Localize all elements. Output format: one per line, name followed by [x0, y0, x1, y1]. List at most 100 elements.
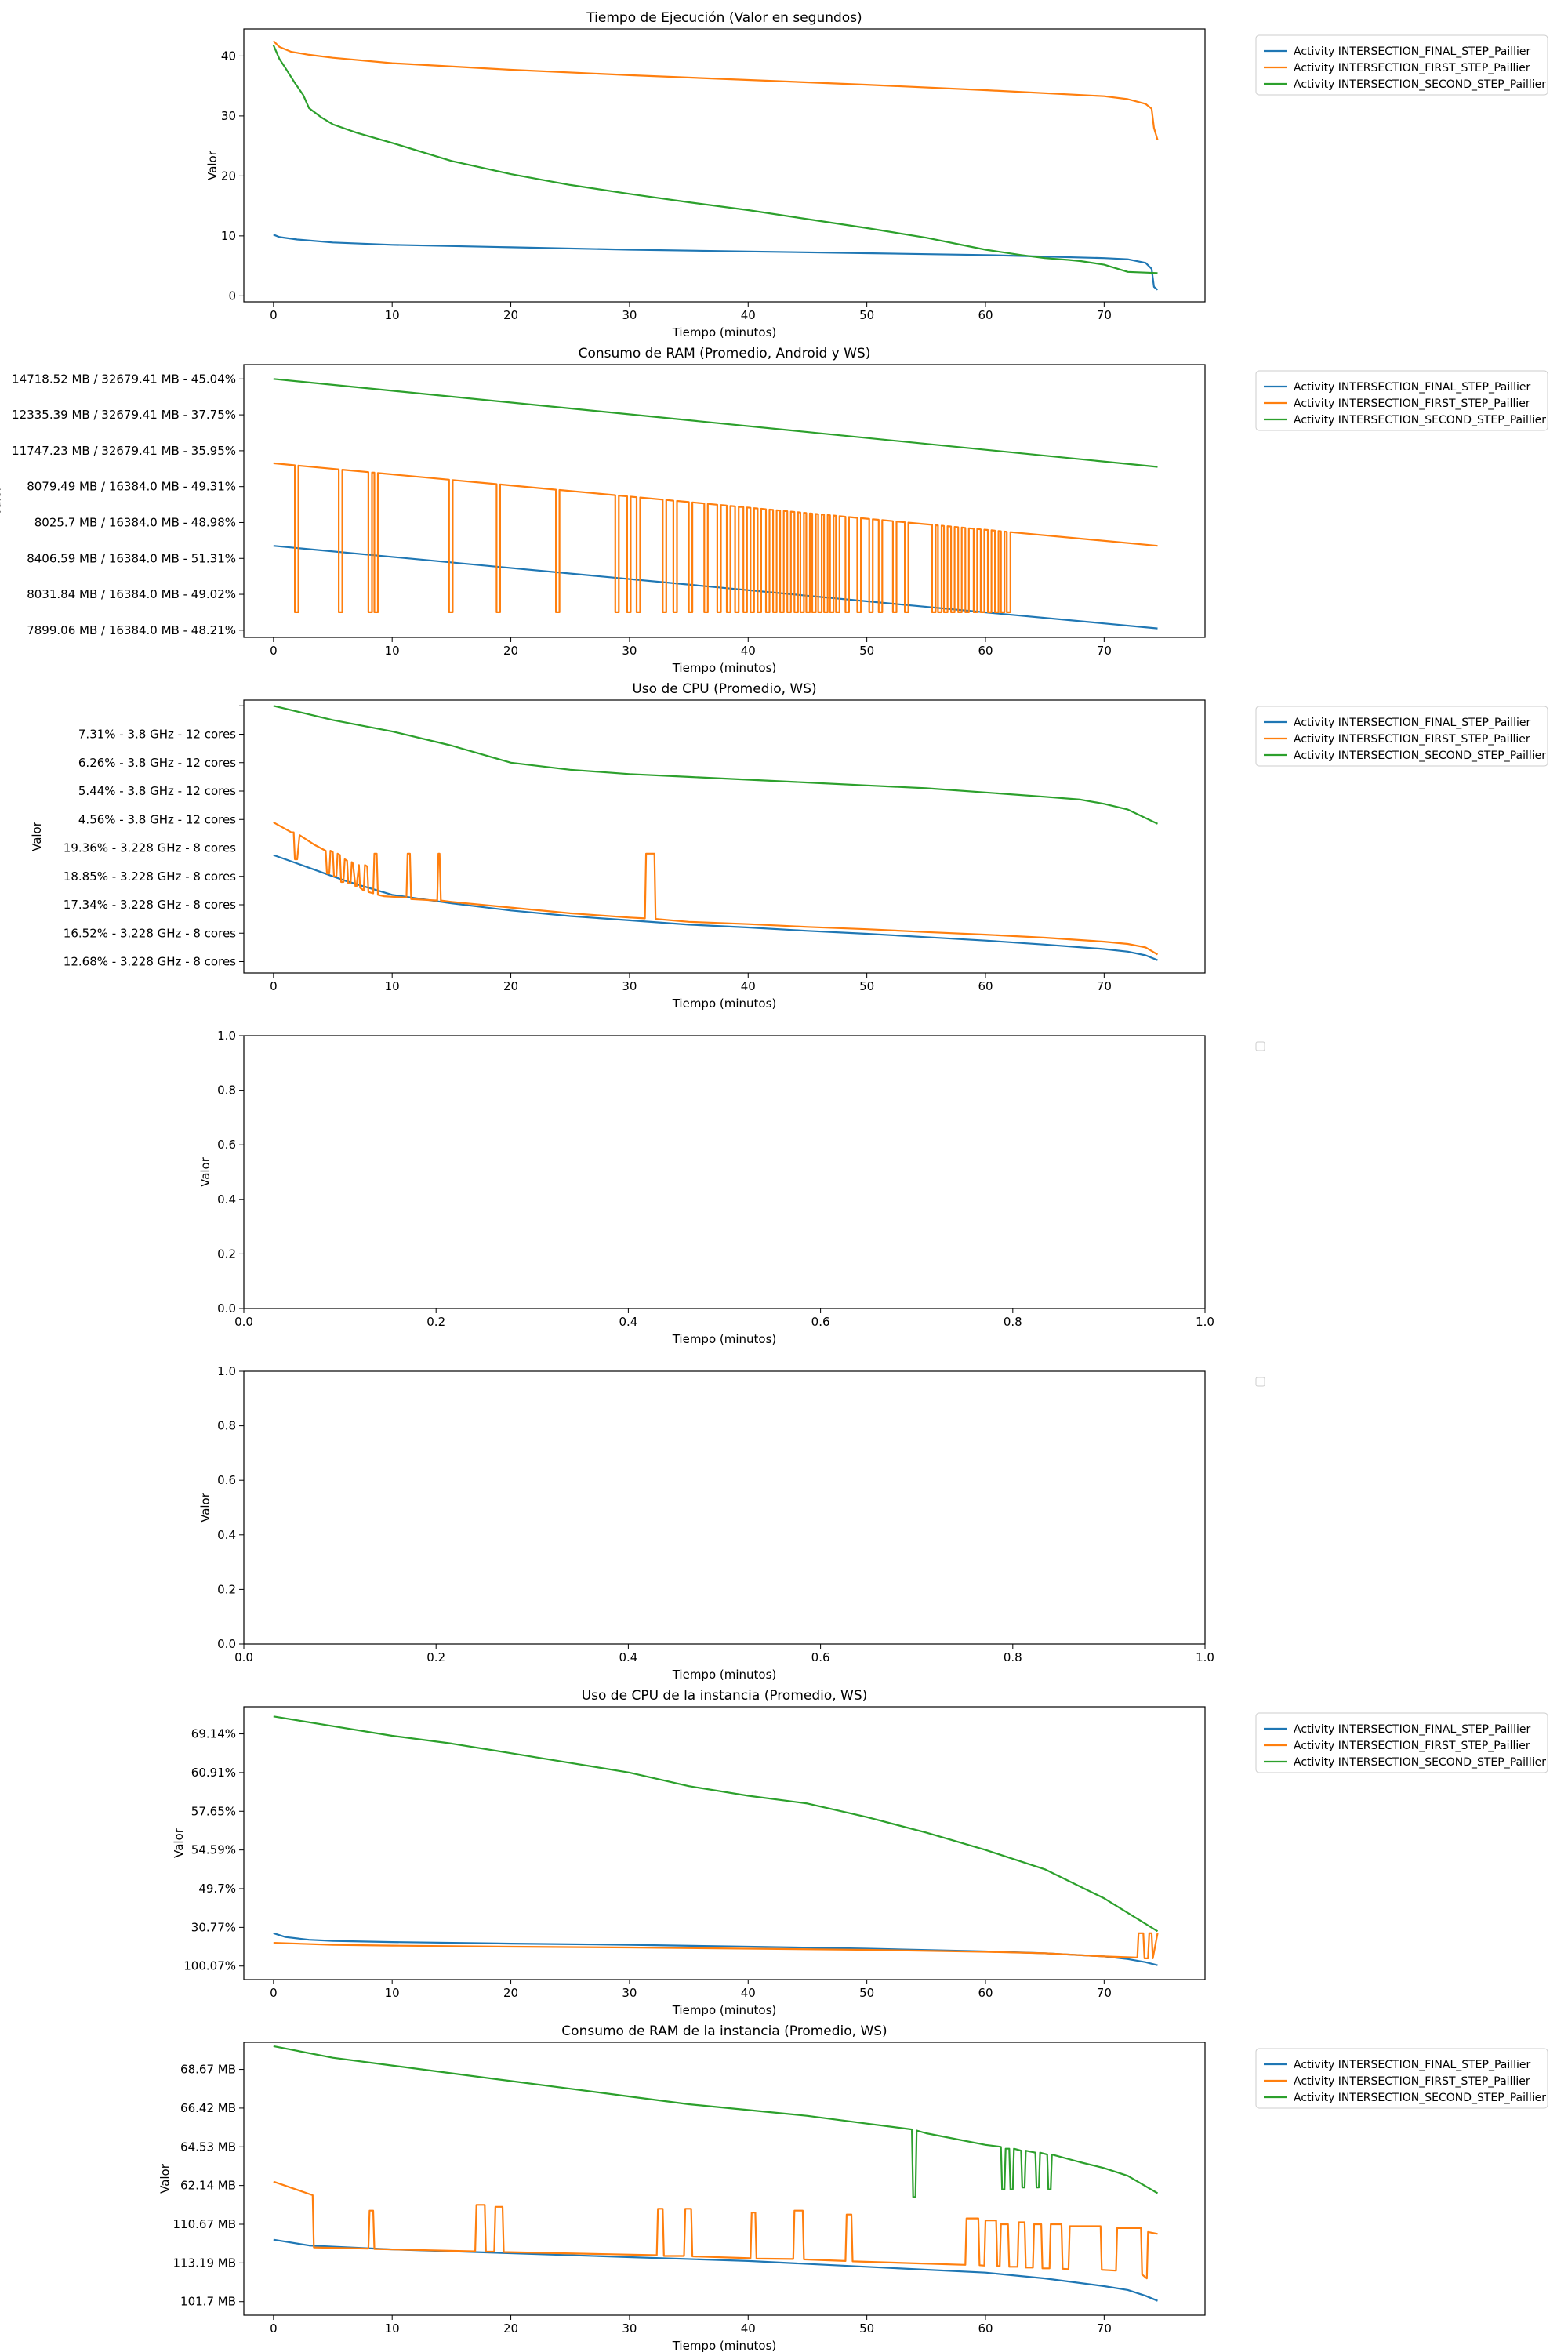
series-line-final	[273, 854, 1158, 961]
legend-frame	[1255, 370, 1548, 431]
x-tick-label: 0	[270, 979, 278, 993]
x-tick-label: 10	[385, 308, 400, 322]
y-tick-label: 16.52% - 3.228 GHz - 8 cores	[64, 926, 236, 940]
y-axis-label: Valor	[198, 1492, 212, 1523]
legend: Activity INTERSECTION_FINAL_STEP_Paillie…	[1255, 370, 1548, 431]
y-tick-label: 8079.49 MB / 16384.0 MB - 49.31%	[27, 480, 236, 494]
chart-4: 0.0 0.2 0.4 0.6 0.8 1.0 0.0 0.2 0.4 0.6 0.8 1.0 Tiem…	[198, 1029, 1265, 1346]
legend-label: Activity INTERSECTION_SECOND_STEP_Pailli…	[1294, 750, 1546, 762]
legend-label: Activity INTERSECTION_FIRST_STEP_Paillie…	[1294, 733, 1530, 746]
y-axis-label: Valor	[198, 1156, 212, 1187]
y-tick-label: 64.53 MB	[180, 2140, 236, 2154]
x-tick-label: 0.0	[234, 1315, 253, 1329]
legend-label: Activity INTERSECTION_SECOND_STEP_Pailli…	[1294, 78, 1546, 91]
series-line-first	[273, 1932, 1159, 1959]
series-line-first	[273, 462, 1158, 613]
x-tick-label: 10	[385, 2321, 400, 2336]
x-tick-label: 20	[503, 979, 518, 993]
legend-label: Activity INTERSECTION_FIRST_STEP_Paillie…	[1294, 1740, 1530, 1752]
chart-3: Uso de CPU (Promedio, WS) 0 10 20 30 40 50 60 70…	[30, 681, 1548, 1011]
y-tick-label: 100.07%	[183, 1959, 236, 1973]
x-tick-label: 50	[859, 644, 874, 658]
series-line-final	[273, 234, 1159, 291]
legend-label: Activity INTERSECTION_FIRST_STEP_Paillie…	[1294, 62, 1530, 74]
x-tick-label: 0	[270, 1986, 278, 2000]
series-line-first	[273, 40, 1159, 140]
chart-7: Consumo de RAM de la instancia (Promedio…	[158, 2024, 1548, 2352]
chart-title: Consumo de RAM (Promedio, Android y WS)	[579, 346, 871, 361]
x-tick-label: 40	[741, 979, 756, 993]
legend-frame	[1255, 706, 1548, 767]
y-tick-label: 6.26% - 3.8 GHz - 12 cores	[78, 756, 236, 770]
y-tick-label: 0.2	[217, 1582, 236, 1596]
chart-5: 0.0 0.2 0.4 0.6 0.8 1.0 0.0 0.2 0.4 0.6 0.8 1.0 Tiem…	[198, 1364, 1265, 1682]
series-line-first	[273, 2180, 1158, 2280]
y-tick-label: 0.0	[217, 1301, 236, 1316]
x-tick-label: 10	[385, 979, 400, 993]
x-tick-label: 30	[622, 644, 637, 658]
y-tick-label: 10	[221, 229, 236, 243]
legend-frame	[1255, 1712, 1548, 1773]
chart-1: Tiempo de Ejecución (Valor en segundos) 0…	[205, 10, 1548, 339]
x-tick-label: 70	[1097, 644, 1112, 658]
y-tick-label: 60.91%	[191, 1766, 236, 1780]
y-tick-label: 1.0	[217, 1029, 236, 1043]
legend-frame-empty	[1255, 1377, 1265, 1387]
y-axis-label: Valor	[205, 150, 220, 180]
x-tick-label: 60	[978, 979, 993, 993]
y-tick-label: 4.56% - 3.8 GHz - 12 cores	[78, 812, 236, 826]
x-tick-label: 0.8	[1004, 1315, 1022, 1329]
series-line-final	[273, 1932, 1158, 1966]
x-tick-label: 10	[385, 644, 400, 658]
y-tick-label: 12.68% - 3.228 GHz - 8 cores	[64, 955, 236, 969]
legend-frame	[1255, 34, 1548, 96]
y-tick-label: 54.59%	[191, 1843, 236, 1857]
x-tick-label: 60	[978, 1986, 993, 2000]
y-tick-label: 0	[228, 289, 236, 303]
chart-title: Uso de CPU (Promedio, WS)	[632, 681, 816, 697]
series-line-second	[273, 2045, 1159, 2198]
chart-2: Consumo de RAM (Promedio, Android y WS) 0…	[0, 346, 1548, 675]
legend-label: Activity INTERSECTION_FINAL_STEP_Paillie…	[1294, 2059, 1531, 2071]
chart-6: Uso de CPU de la instancia (Promedio, WS…	[172, 1688, 1548, 2017]
y-tick-label: 0.8	[217, 1083, 236, 1098]
y-tick-label: 113.19 MB	[173, 2256, 237, 2270]
x-tick-label: 40	[741, 2321, 756, 2336]
x-tick-label: 0.6	[811, 1315, 830, 1329]
x-tick-label: 70	[1097, 2321, 1112, 2336]
y-tick-label: 0.6	[217, 1473, 236, 1487]
legend-frame	[1255, 2048, 1548, 2109]
x-axis-label: Tiempo (minutos)	[672, 996, 777, 1011]
x-axis-label: Tiempo (minutos)	[672, 2339, 777, 2352]
series-line-second	[272, 45, 1158, 274]
x-tick-label: 0.8	[1004, 1650, 1022, 1664]
y-axis-label: Valor	[0, 485, 4, 516]
y-tick-label: 8031.84 MB / 16384.0 MB - 49.02%	[27, 587, 236, 601]
series-line-second	[273, 378, 1158, 468]
y-tick-label: 69.14%	[191, 1727, 236, 1741]
y-tick-label: 20	[221, 169, 236, 183]
y-tick-label: 62.14 MB	[180, 2179, 236, 2193]
legend-frame-empty	[1255, 1041, 1265, 1051]
y-tick-label: 8025.7 MB / 16384.0 MB - 48.98%	[34, 515, 236, 529]
y-tick-label: 40	[221, 49, 236, 63]
y-tick-label: 57.65%	[191, 1804, 236, 1818]
x-tick-label: 1.0	[1196, 1315, 1214, 1329]
x-tick-label: 0.6	[811, 1650, 830, 1664]
y-tick-label: 0.6	[217, 1138, 236, 1152]
x-tick-label: 0.0	[234, 1650, 253, 1664]
x-tick-label: 20	[503, 2321, 518, 2336]
legend-label: Activity INTERSECTION_FINAL_STEP_Paillie…	[1294, 45, 1531, 58]
x-tick-label: 30	[622, 979, 637, 993]
x-tick-label: 20	[503, 644, 518, 658]
series-line-final	[273, 2238, 1158, 2302]
y-tick-label: 7899.06 MB / 16384.0 MB - 48.21%	[27, 623, 236, 637]
y-tick-label: 30	[221, 109, 236, 123]
legend-label: Activity INTERSECTION_FINAL_STEP_Paillie…	[1294, 1723, 1531, 1736]
legend-label: Activity INTERSECTION_SECOND_STEP_Pailli…	[1294, 2092, 1546, 2104]
y-axis-label: Valor	[30, 821, 44, 851]
legend-label: Activity INTERSECTION_FINAL_STEP_Paillie…	[1294, 717, 1531, 729]
y-tick-label: 30.77%	[191, 1920, 236, 1934]
x-tick-label: 1.0	[1196, 1650, 1214, 1664]
x-tick-label: 30	[622, 2321, 637, 2336]
